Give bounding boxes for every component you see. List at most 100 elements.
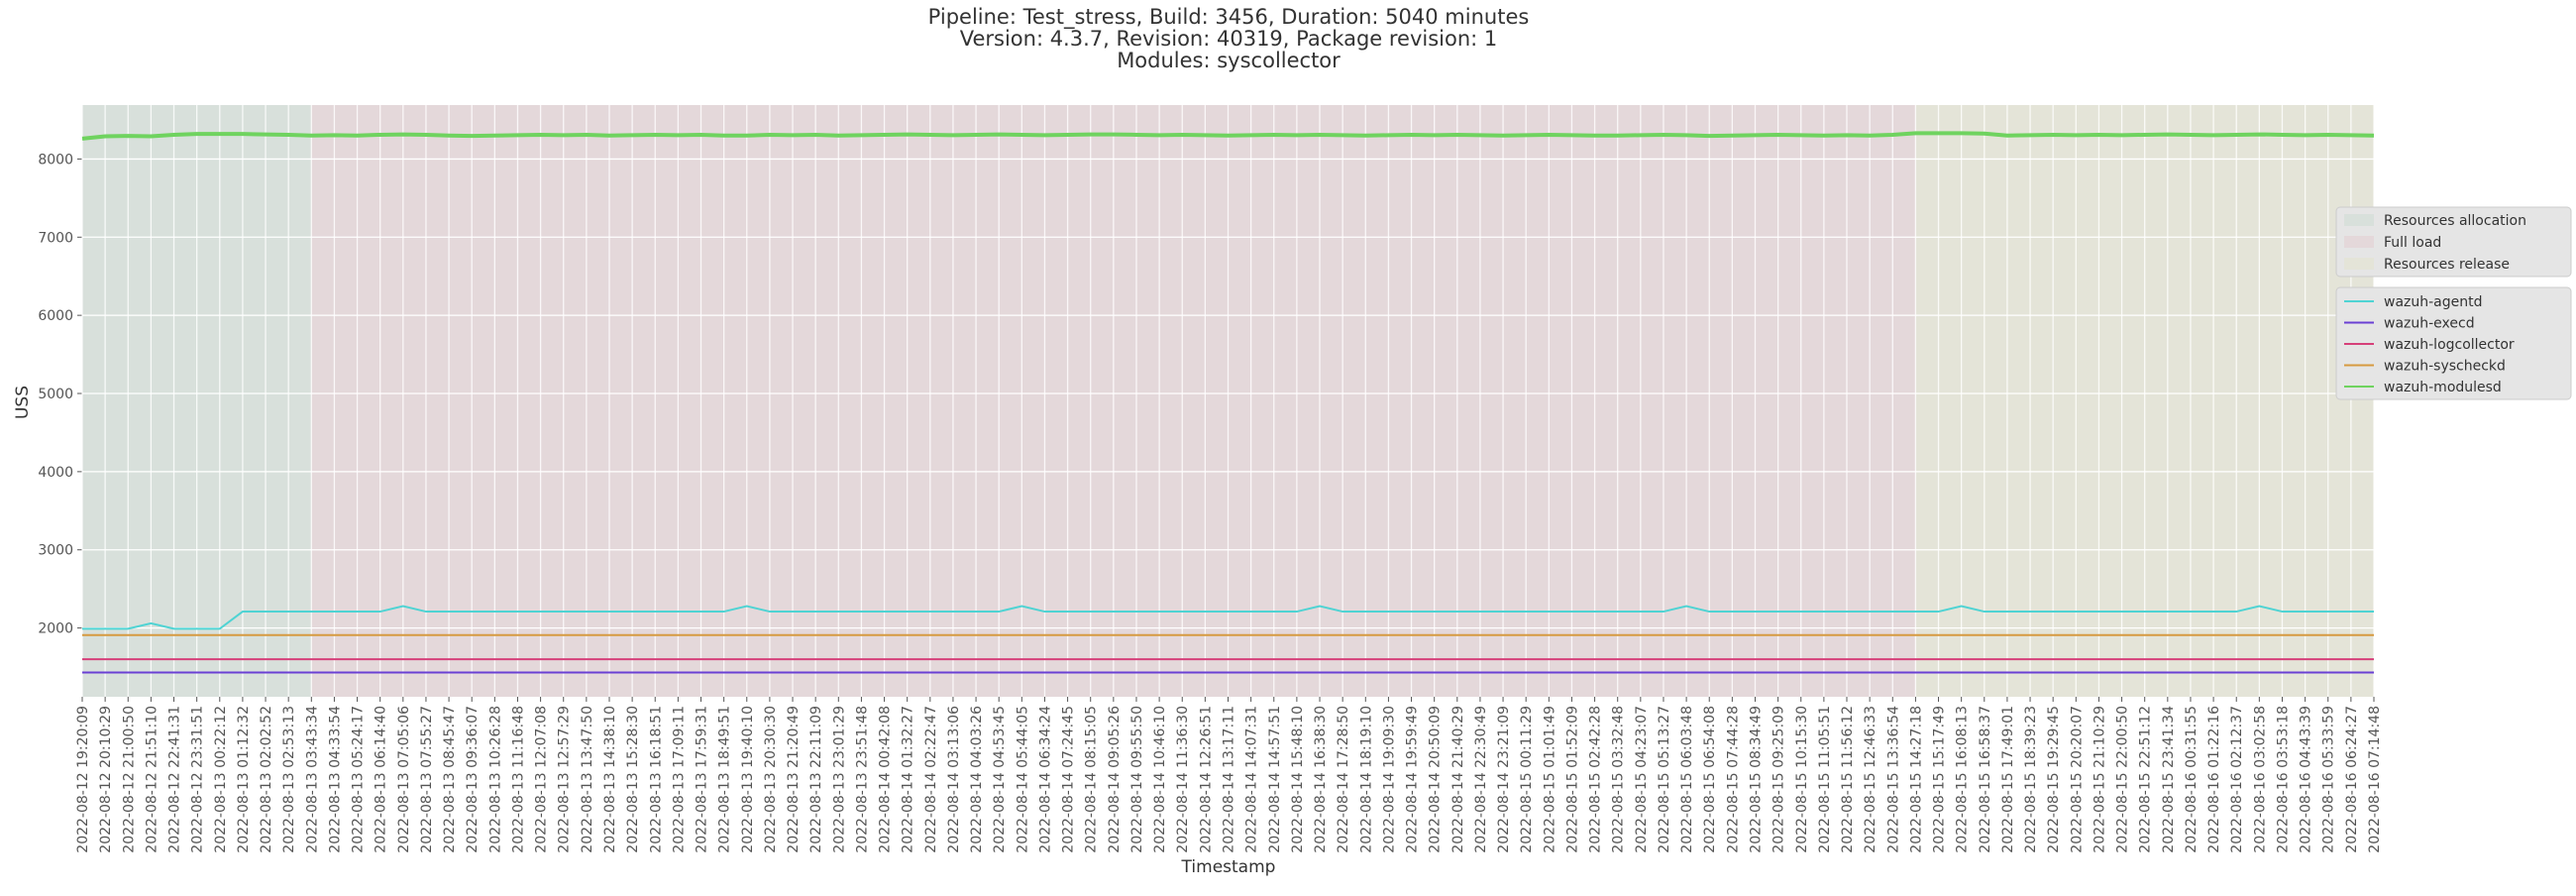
x-tick-label: 2022-08-12 22:41:31	[167, 706, 183, 853]
legend-label: Full load	[2384, 235, 2441, 251]
chart-title: Modules: syscollector	[1117, 49, 1341, 72]
x-tick-label: 2022-08-15 13:36:54	[1885, 706, 1901, 853]
x-tick-label: 2022-08-12 23:31:51	[190, 706, 206, 853]
x-tick-label: 2022-08-13 18:49:51	[717, 706, 733, 853]
x-tick-label: 2022-08-16 02:12:37	[2229, 706, 2245, 853]
x-tick-label: 2022-08-13 23:51:48	[854, 706, 870, 853]
x-tick-label: 2022-08-13 08:45:47	[442, 706, 458, 853]
x-tick-label: 2022-08-14 19:09:30	[1381, 706, 1397, 853]
x-tick-label: 2022-08-13 11:16:48	[510, 706, 526, 853]
x-tick-label: 2022-08-14 04:03:26	[969, 706, 985, 853]
x-tick-label: 2022-08-15 08:34:49	[1748, 706, 1764, 853]
x-tick-label: 2022-08-12 21:51:10	[144, 706, 160, 853]
x-tick-label: 2022-08-14 03:13:06	[946, 706, 962, 853]
x-tick-label: 2022-08-13 03:43:34	[304, 706, 320, 853]
x-tick-label: 2022-08-13 12:07:08	[534, 706, 550, 853]
x-tick-label: 2022-08-14 23:21:09	[1496, 706, 1512, 853]
x-tick-label: 2022-08-15 06:54:08	[1702, 706, 1718, 853]
x-tick-label: 2022-08-16 05:33:59	[2321, 706, 2337, 853]
legend-label: wazuh-execd	[2384, 316, 2475, 332]
x-tick-label: 2022-08-14 15:48:10	[1290, 706, 1306, 853]
x-tick-label: 2022-08-14 16:38:30	[1313, 706, 1329, 853]
legend-swatch	[2344, 236, 2374, 248]
chart-title: Pipeline: Test_stress, Build: 3456, Dura…	[928, 5, 1530, 30]
x-tick-label: 2022-08-14 22:30:49	[1473, 706, 1489, 853]
x-tick-label: 2022-08-14 17:28:50	[1336, 706, 1351, 853]
x-tick-label: 2022-08-16 03:53:18	[2275, 706, 2291, 853]
x-tick-label: 2022-08-14 05:44:05	[1015, 706, 1030, 853]
legend-label: wazuh-logcollector	[2384, 337, 2515, 353]
x-tick-label: 2022-08-13 04:33:54	[327, 706, 343, 853]
x-tick-label: 2022-08-15 14:27:18	[1908, 706, 1924, 853]
x-tick-label: 2022-08-13 07:05:06	[396, 706, 412, 853]
x-tick-label: 2022-08-13 00:22:12	[213, 706, 229, 853]
x-tick-label: 2022-08-16 06:24:27	[2344, 706, 2360, 853]
x-tick-label: 2022-08-15 16:08:13	[1955, 706, 1971, 853]
x-tick-label: 2022-08-16 03:02:58	[2252, 706, 2268, 853]
x-axis-label: Timestamp	[1181, 857, 1276, 877]
x-tick-label: 2022-08-13 16:18:51	[648, 706, 664, 853]
x-tick-label: 2022-08-14 09:55:50	[1129, 706, 1145, 853]
x-tick-label: 2022-08-13 17:09:11	[671, 706, 687, 853]
x-tick-label: 2022-08-14 06:34:24	[1037, 706, 1053, 853]
x-tick-label: 2022-08-15 11:56:12	[1840, 706, 1856, 853]
y-tick-label: 5000	[38, 387, 73, 402]
x-tick-label: 2022-08-13 14:38:10	[602, 706, 618, 853]
x-tick-label: 2022-08-12 21:00:50	[121, 706, 137, 853]
x-tick-label: 2022-08-15 03:32:48	[1611, 706, 1627, 853]
y-tick-label: 3000	[38, 543, 73, 559]
x-tick-label: 2022-08-14 20:50:09	[1428, 706, 1444, 853]
region-legend: Resources allocation Full load Resources r…	[2335, 206, 2572, 278]
x-tick-label: 2022-08-12 19:20:09	[75, 706, 91, 853]
y-axis-label: USS	[13, 386, 33, 419]
legend-swatch	[2344, 258, 2374, 270]
x-tick-label: 2022-08-16 04:43:39	[2299, 706, 2314, 853]
x-tick-label: 2022-08-15 07:44:28	[1725, 706, 1741, 853]
x-tick-label: 2022-08-14 02:22:47	[923, 706, 939, 853]
series-line	[81, 131, 2375, 141]
x-tick-label: 2022-08-15 20:20:07	[2069, 706, 2085, 853]
x-tick-label: 2022-08-13 12:57:29	[557, 706, 573, 853]
x-tick-label: 2022-08-16 00:31:55	[2184, 706, 2200, 853]
x-tick-label: 2022-08-15 09:25:09	[1771, 706, 1787, 853]
legend-label: Resources release	[2384, 257, 2510, 273]
x-tick-label: 2022-08-13 13:47:50	[580, 706, 595, 853]
x-tick-label: 2022-08-14 14:07:31	[1244, 706, 1260, 853]
x-tick-label: 2022-08-14 09:05:26	[1107, 706, 1123, 853]
x-tick-label: 2022-08-13 01:12:32	[236, 706, 252, 853]
x-tick-label: 2022-08-13 17:59:31	[695, 706, 710, 853]
x-tick-label: 2022-08-16 01:22:16	[2206, 706, 2222, 853]
x-tick-label: 2022-08-12 20:10:29	[98, 706, 114, 853]
legend-label: wazuh-syscheckd	[2384, 359, 2506, 375]
x-tick-label: 2022-08-13 09:36:07	[465, 706, 481, 853]
x-tick-label: 2022-08-15 05:13:27	[1657, 706, 1672, 853]
x-tick-label: 2022-08-13 02:53:13	[281, 706, 297, 853]
x-tick-label: 2022-08-14 00:42:08	[878, 706, 894, 853]
x-tick-label: 2022-08-16 07:14:48	[2367, 706, 2383, 853]
x-tick-label: 2022-08-15 04:23:07	[1634, 706, 1650, 853]
legend-box	[2335, 206, 2572, 278]
x-tick-label: 2022-08-13 21:20:49	[786, 706, 802, 853]
x-tick-label: 2022-08-15 15:17:49	[1932, 706, 1948, 853]
y-tick-label: 8000	[38, 152, 73, 168]
x-tick-label: 2022-08-15 19:29:45	[2046, 706, 2062, 853]
x-tick-label: 2022-08-15 01:52:09	[1564, 706, 1580, 853]
x-tick-label: 2022-08-15 02:42:28	[1588, 706, 1604, 853]
x-tick-label: 2022-08-13 22:11:09	[808, 706, 824, 853]
legend-label: wazuh-agentd	[2384, 294, 2483, 310]
x-tick-label: 2022-08-13 15:28:30	[625, 706, 641, 853]
series-line	[82, 605, 2374, 630]
x-tick-label: 2022-08-15 06:03:48	[1679, 706, 1695, 853]
x-tick-label: 2022-08-13 20:30:30	[763, 706, 779, 853]
x-tick-label: 2022-08-13 02:02:52	[259, 706, 274, 853]
legend-label: Resources allocation	[2384, 213, 2526, 229]
x-tick-label: 2022-08-15 12:46:33	[1863, 706, 1878, 853]
x-tick-label: 2022-08-14 19:59:49	[1405, 706, 1421, 853]
x-tick-label: 2022-08-13 10:26:28	[487, 706, 503, 853]
legend-swatch	[2344, 214, 2374, 226]
x-tick-label: 2022-08-14 18:19:10	[1358, 706, 1374, 853]
x-tick-label: 2022-08-15 11:05:51	[1817, 706, 1833, 853]
x-tick-label: 2022-08-13 05:24:17	[351, 706, 367, 853]
y-tick-label: 4000	[38, 465, 73, 481]
